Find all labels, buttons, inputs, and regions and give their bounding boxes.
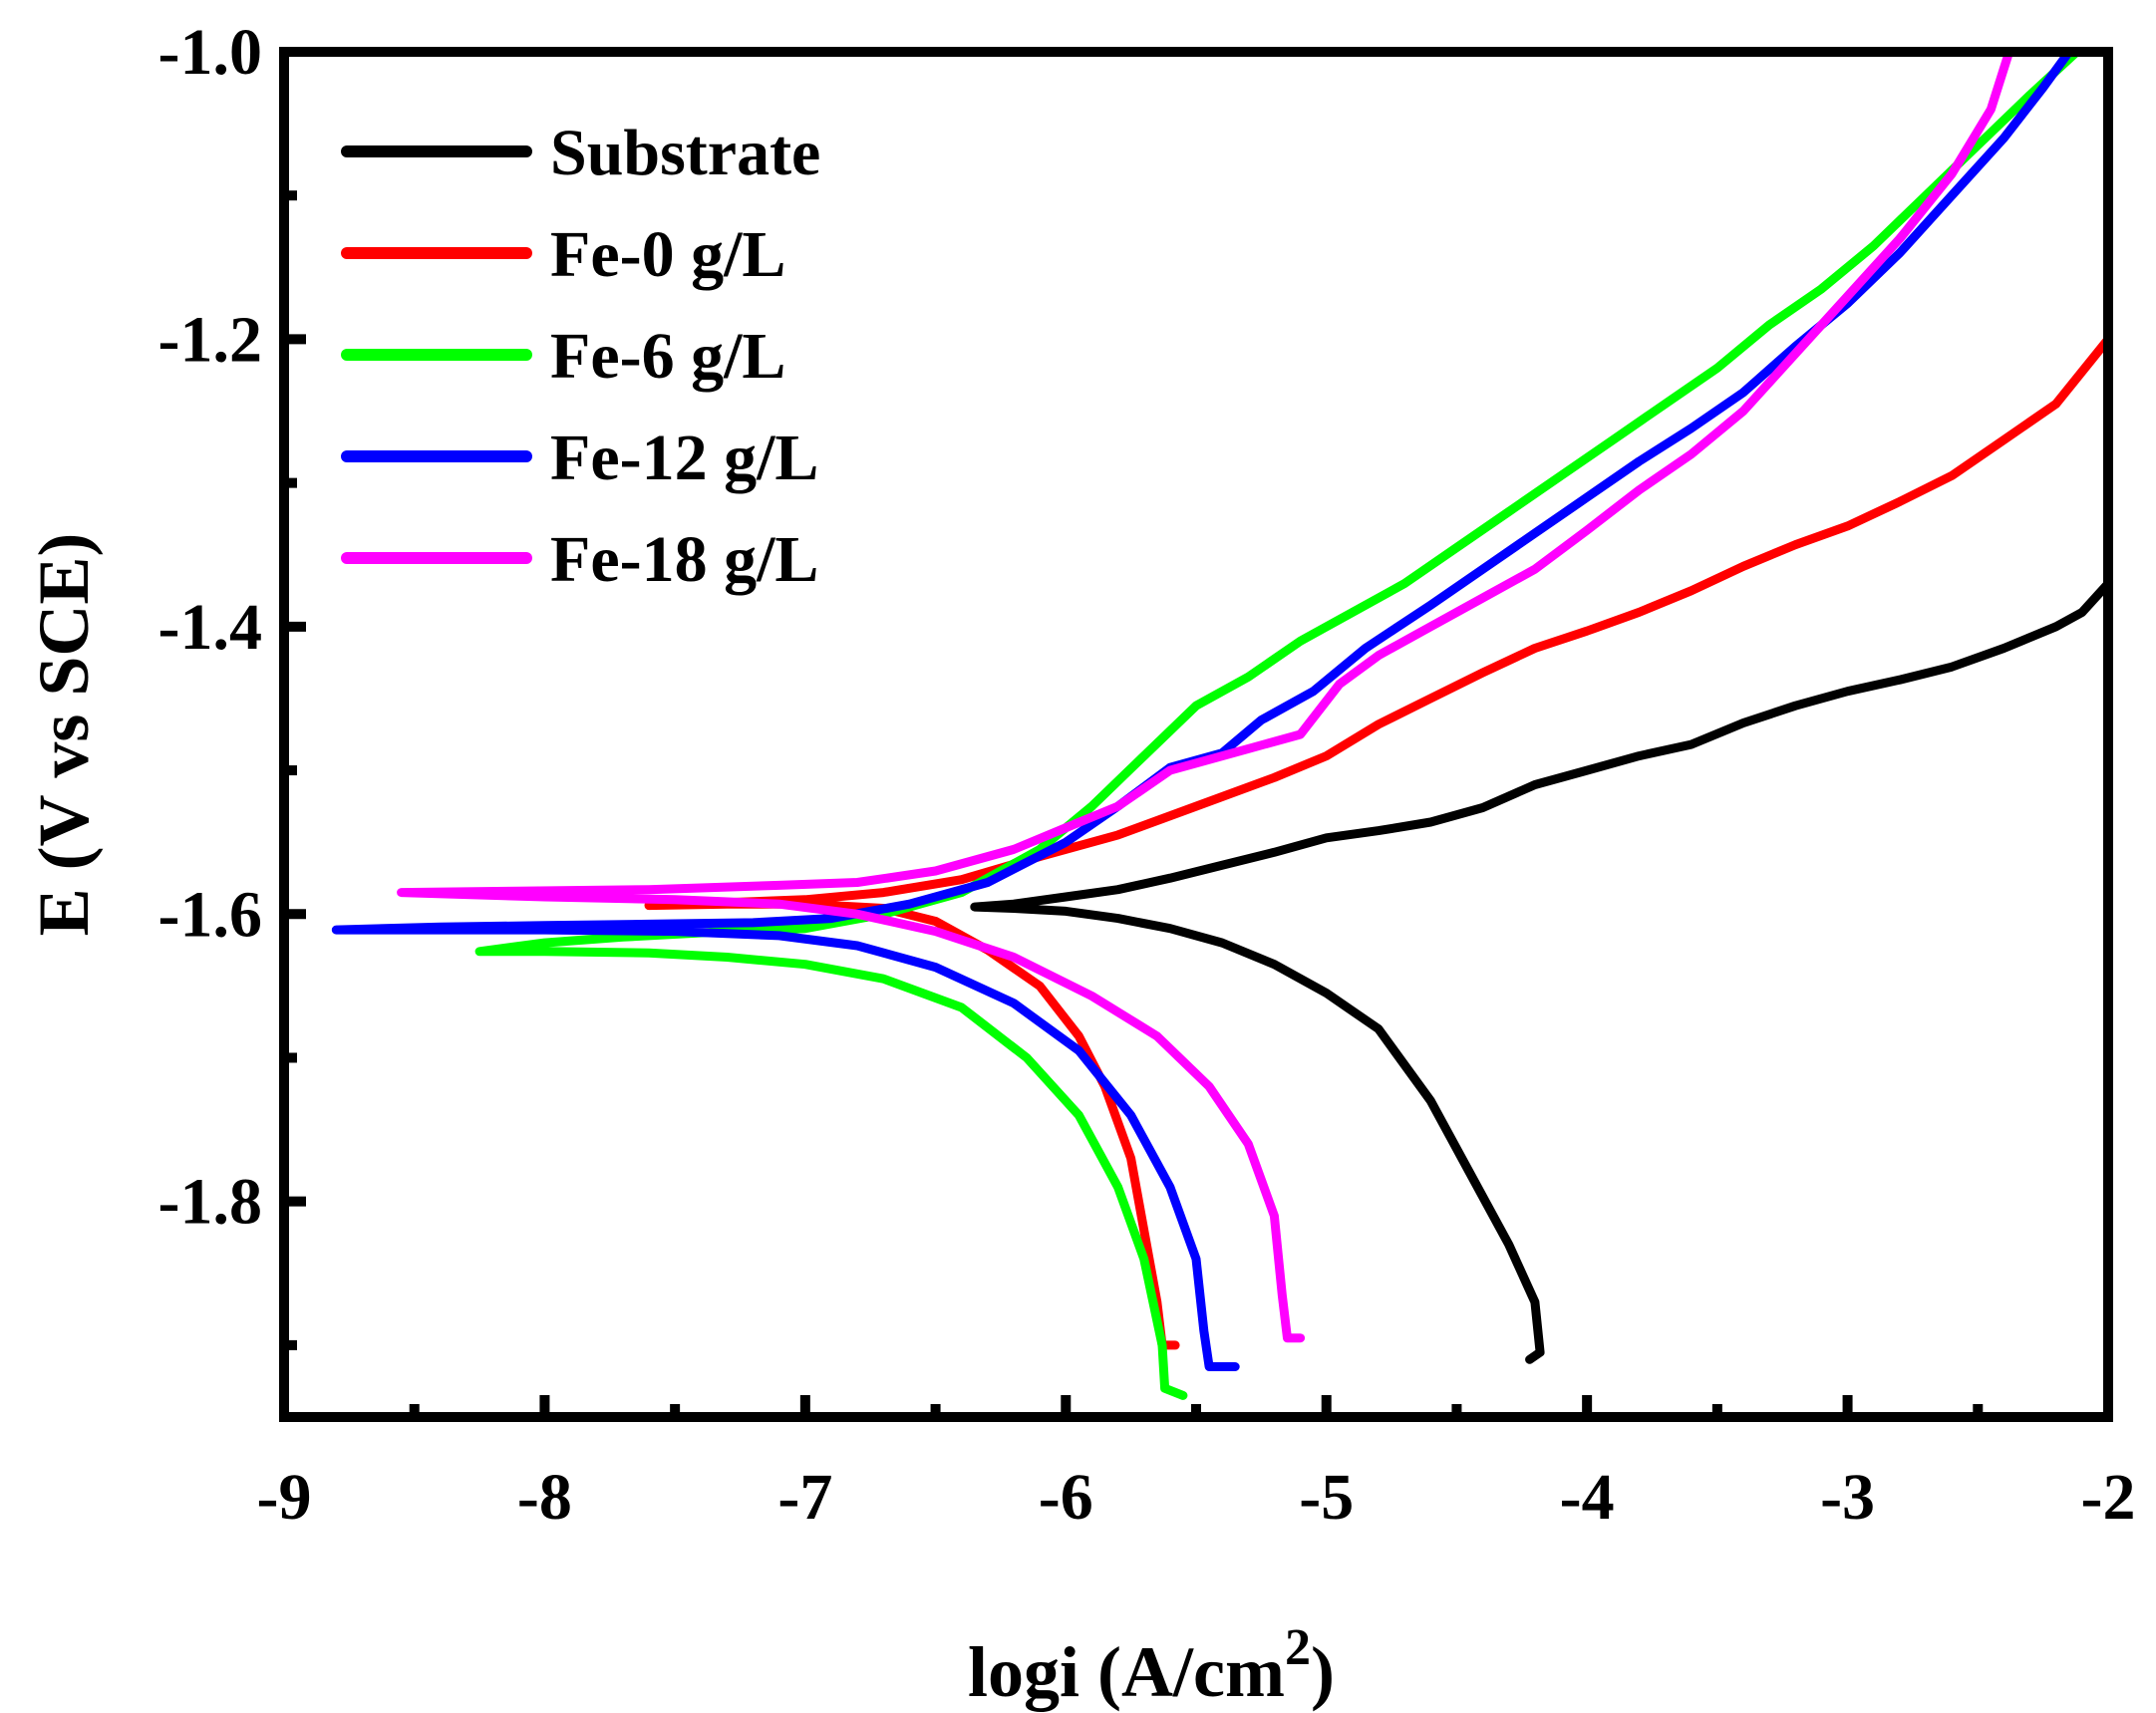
x-tick-label-3: -6 xyxy=(1039,1461,1093,1534)
x-tick-label-6: -3 xyxy=(1820,1461,1875,1534)
series-line-1 xyxy=(644,334,2113,1350)
x-tick-label-1: -8 xyxy=(517,1461,572,1534)
x-tick-label-5: -4 xyxy=(1560,1461,1615,1534)
x-tick-label-2: -7 xyxy=(777,1461,832,1534)
x-axis-title-superscript: 2 xyxy=(1285,1619,1311,1676)
y-tick-label-2: -1.4 xyxy=(158,591,262,664)
legend-label-1: Fe-0 g/L xyxy=(550,218,785,291)
y-tick-label-1: -1.2 xyxy=(158,303,262,376)
y-tick-label-3: -1.6 xyxy=(158,878,262,951)
series-line-4 xyxy=(397,47,2014,1343)
legend-label-3: Fe-12 g/L xyxy=(550,422,818,494)
x-axis-title-close: ) xyxy=(1311,1632,1335,1712)
legend: Substrate Fe-0 g/L Fe-6 g/L Fe-12 g/L Fe-18 … xyxy=(341,117,820,596)
x-tick-label-7: -2 xyxy=(2081,1461,2136,1534)
x-tick-label-0: -9 xyxy=(257,1461,312,1534)
x-axis-title: logi (A/cm2) xyxy=(968,1619,1335,1712)
series-line-0 xyxy=(970,579,2113,1364)
x-tick-label-4: -5 xyxy=(1299,1461,1354,1534)
axis-ticks xyxy=(279,47,2113,1417)
legend-label-2: Fe-6 g/L xyxy=(550,320,785,393)
y-tick-label-0: -1.0 xyxy=(158,16,262,89)
legend-label-0: Substrate xyxy=(550,117,820,189)
y-axis-title: E (V vs SCE) xyxy=(24,533,104,937)
series-line-2 xyxy=(474,47,2082,1400)
series-line-3 xyxy=(331,47,2074,1371)
x-axis-title-main: logi (A/cm xyxy=(968,1632,1285,1712)
tick-labels: -9 -8 -7 -6 -5 -4 -3 -2 -1.0 -1.2 -1.4 -1.6 -1.8 xyxy=(158,16,2136,1534)
series-layer xyxy=(331,47,2113,1400)
legend-label-4: Fe-18 g/L xyxy=(550,523,818,596)
y-tick-label-4: -1.8 xyxy=(158,1166,262,1239)
